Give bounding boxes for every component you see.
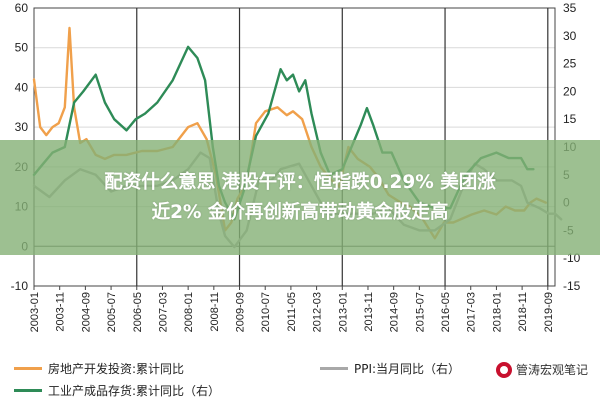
x-tick-label-19: 2018-11 [517, 292, 529, 332]
left-tick-label-0: -10 [11, 279, 29, 293]
legend-item-series3: 工业产成品存货:累计同比（右） [14, 382, 220, 399]
x-tick-label-16: 2016-05 [440, 292, 452, 332]
legend-label-series2: PPI:当月同比（右） [354, 362, 461, 376]
x-tick-label-9: 2010-07 [260, 292, 272, 332]
legend-swatch-series1 [14, 367, 42, 370]
x-tick-label-5: 2007-03 [158, 292, 170, 332]
watermark: 管涛宏观笔记 [495, 361, 588, 378]
x-tick-label-3: 2005-07 [106, 292, 118, 332]
headline-line-1: 配资什么意思 港股午评：恒指跌0.29% 美团涨 [104, 171, 496, 193]
left-tick-label-4: 30 [15, 120, 29, 134]
x-tick-label-0: 2003-01 [29, 292, 41, 332]
wechat-logo-icon [495, 361, 512, 378]
right-tick-label-7: 20 [563, 84, 577, 98]
right-tick-label-0: -15 [563, 279, 581, 293]
x-tick-label-11: 2012-03 [312, 292, 324, 332]
x-tick-label-14: 2014-09 [389, 292, 401, 332]
headline-line-2: 近2% 金价再创新高带动黄金股走高 [151, 201, 449, 223]
x-tick-label-10: 2011-05 [286, 292, 298, 332]
x-tick-label-8: 2009-09 [235, 292, 247, 332]
x-tick-label-17: 2017-03 [466, 292, 478, 332]
legend-swatch-series2 [320, 367, 348, 370]
left-tick-label-7: 60 [15, 1, 29, 15]
x-tick-label-2: 2004-09 [80, 292, 92, 332]
legend-item-series2: PPI:当月同比（右） [320, 360, 460, 377]
right-tick-label-9: 30 [563, 29, 577, 43]
x-tick-label-1: 2003-11 [55, 292, 67, 332]
legend-item-series1: 房地产开发投资:累计同比 [14, 360, 184, 377]
x-tick-label-20: 2019-09 [543, 292, 555, 332]
left-tick-label-5: 40 [15, 80, 29, 94]
right-tick-label-6: 15 [563, 112, 577, 126]
legend-label-series1: 房地产开发投资:累计同比 [48, 362, 185, 376]
right-tick-label-10: 35 [563, 1, 577, 15]
legend-swatch-series3 [14, 389, 42, 392]
x-tick-label-13: 2013-11 [363, 292, 375, 332]
right-tick-label-8: 25 [563, 57, 577, 71]
x-tick-label-7: 2008-11 [209, 292, 221, 332]
x-tick-label-18: 2018-01 [491, 292, 503, 332]
chart-legend: 房地产开发投资:累计同比 PPI:当月同比（右） 工业产成品存货:累计同比（右） [0, 352, 600, 400]
x-tick-label-6: 2008-01 [183, 292, 195, 332]
headline-banner[interactable]: 配资什么意思 港股午评：恒指跌0.29% 美团涨 近2% 金价再创新高带动黄金股… [0, 140, 600, 255]
x-tick-label-15: 2015-07 [414, 292, 426, 332]
watermark-text: 管涛宏观笔记 [515, 363, 588, 377]
x-tick-label-4: 2006-05 [132, 292, 144, 332]
legend-label-series3: 工业产成品存货:累计同比（右） [48, 384, 221, 398]
x-tick-label-12: 2013-01 [337, 292, 349, 332]
left-tick-label-6: 50 [15, 41, 29, 55]
